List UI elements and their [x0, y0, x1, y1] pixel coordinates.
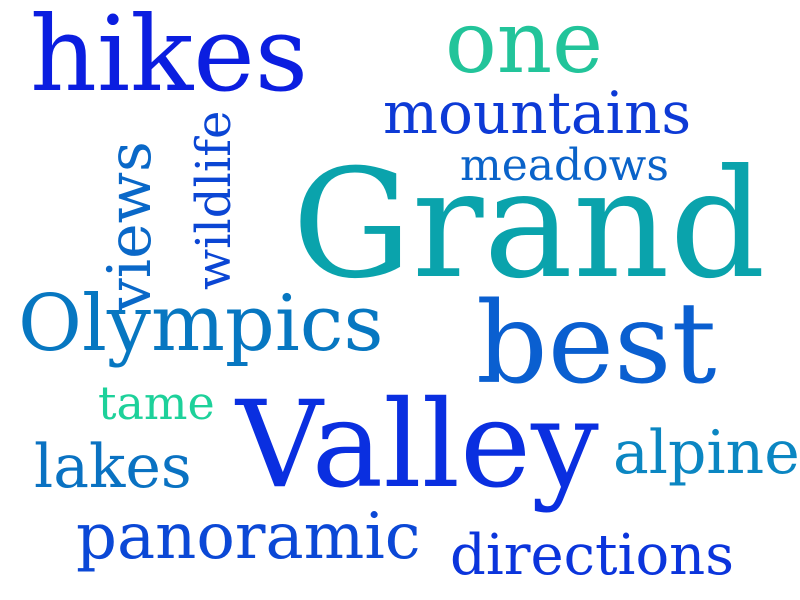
word-alpine: alpine [613, 418, 800, 488]
word-grand: Grand [292, 138, 766, 312]
word-mountains: mountains [383, 79, 692, 147]
word-lakes: lakes [34, 432, 192, 502]
word-hikes: hikes [30, 0, 309, 115]
word-wildlife: wildlife [186, 110, 242, 290]
word-tame: tame [98, 376, 215, 430]
word-one: one [445, 0, 604, 93]
word-meadows: meadows [460, 140, 669, 191]
word-panoramic: panoramic [76, 500, 421, 574]
word-valley: Valley [236, 376, 599, 515]
word-directions: directions [450, 523, 734, 588]
word-olympics: Olympics [18, 279, 384, 369]
word-best: best [476, 279, 717, 409]
